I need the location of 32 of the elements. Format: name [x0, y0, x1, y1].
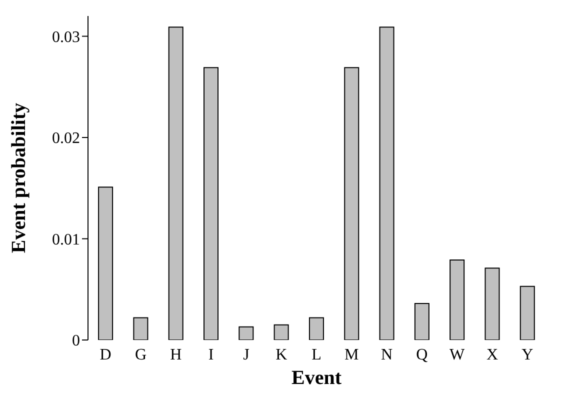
x-tick-label: M — [344, 346, 359, 364]
x-tick-label: G — [134, 346, 147, 364]
y-tick-label: 0 — [72, 332, 80, 350]
x-tick-label: Y — [522, 346, 534, 364]
x-tick-label: X — [486, 346, 498, 364]
bar — [98, 186, 114, 340]
y-tick-label: 0.02 — [52, 130, 80, 148]
bar — [414, 303, 430, 340]
x-tick-label: W — [450, 346, 466, 364]
bar — [204, 67, 219, 340]
y-tick-label: 0.01 — [52, 231, 80, 248]
bar — [520, 286, 535, 340]
x-tick-label: D — [100, 346, 112, 364]
bar — [274, 324, 289, 340]
x-tick-label: N — [381, 346, 394, 364]
x-tick-label: Q — [416, 346, 428, 364]
x-tick-label: H — [170, 346, 182, 364]
bar — [379, 26, 394, 340]
bar — [450, 260, 465, 340]
y-tick-label: 0.03 — [52, 28, 80, 46]
x-axis-title: Event — [292, 367, 342, 389]
y-axis-title: Event probability — [8, 102, 30, 254]
x-tick-label: I — [208, 346, 214, 364]
x-tick-label: J — [243, 346, 250, 364]
bar — [133, 317, 148, 340]
bar — [168, 26, 184, 340]
x-tick-label: L — [312, 346, 322, 364]
bar — [238, 326, 254, 340]
bar — [308, 317, 324, 340]
x-tick-label: K — [276, 346, 288, 364]
bar — [344, 67, 360, 340]
bar — [484, 268, 500, 340]
